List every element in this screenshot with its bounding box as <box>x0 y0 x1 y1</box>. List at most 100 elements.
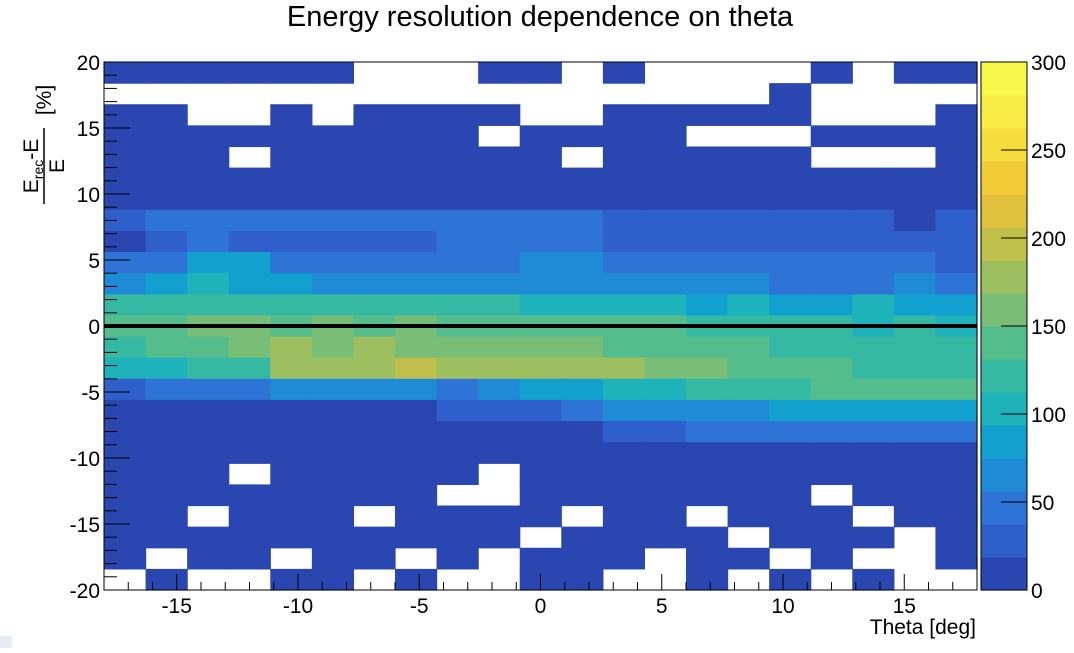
heatmap-cell <box>478 104 521 126</box>
heatmap-cell <box>644 421 687 443</box>
color-scale-segment <box>981 62 1027 96</box>
heatmap-cell <box>727 252 770 274</box>
heatmap-cell <box>935 252 978 274</box>
heatmap-cell <box>769 526 812 549</box>
heatmap-cell <box>519 336 562 359</box>
heatmap-cell <box>852 357 895 380</box>
heatmap-cell <box>686 188 729 211</box>
heatmap-cell <box>436 294 479 317</box>
heatmap-cell <box>686 209 729 232</box>
heatmap-cell <box>686 146 729 169</box>
heatmap-cell <box>810 357 853 380</box>
heatmap-cell <box>228 526 271 549</box>
heatmap-cell <box>561 230 604 253</box>
heatmap-cell <box>686 378 729 401</box>
heatmap-cell <box>145 167 188 190</box>
heatmap-cell <box>561 484 604 507</box>
heatmap-cell <box>893 62 937 84</box>
heatmap-cell <box>810 421 853 443</box>
heatmap-cell <box>187 442 230 464</box>
heatmap-cell <box>145 526 188 549</box>
heatmap-cell <box>436 188 479 211</box>
heatmap-cell <box>727 505 770 528</box>
heatmap-cell <box>769 421 812 443</box>
heatmap-cell <box>104 273 147 295</box>
heatmap-cell <box>769 505 812 528</box>
heatmap-cell <box>644 505 687 528</box>
heatmap-cell <box>852 252 895 274</box>
y-tick-label: 5 <box>88 250 100 273</box>
heatmap-cell <box>769 568 812 591</box>
heatmap-cell <box>935 547 978 570</box>
heatmap-cell <box>145 294 188 317</box>
heatmap-cell <box>810 167 853 190</box>
heatmap-cell <box>145 209 188 232</box>
heatmap-cell <box>935 357 978 380</box>
heatmap-cell <box>561 526 604 549</box>
heatmap-cell <box>478 294 521 317</box>
heatmap-cell <box>852 336 895 359</box>
heatmap-cell <box>395 104 438 126</box>
heatmap-cell <box>270 484 313 507</box>
heatmap-cell <box>228 188 271 211</box>
heatmap-cell <box>478 252 521 274</box>
heatmap-cell <box>353 294 396 317</box>
heatmap-cell <box>104 230 147 253</box>
heatmap-cell <box>852 484 895 507</box>
heatmap-cell <box>395 568 438 591</box>
heatmap-cell <box>727 230 770 253</box>
heatmap-cell <box>519 399 562 422</box>
heatmap-cell <box>187 357 230 380</box>
heatmap-cell <box>852 273 895 295</box>
heatmap-cell <box>436 230 479 253</box>
heatmap-cell <box>935 146 978 169</box>
heatmap-cell <box>145 188 188 211</box>
color-scale-segment <box>981 161 1027 195</box>
z-tick-label: 100 <box>1031 404 1066 427</box>
heatmap-cell <box>935 421 978 443</box>
heatmap-cell <box>810 505 853 528</box>
heatmap-cell <box>602 378 646 401</box>
color-scale-bar <box>981 62 1027 591</box>
heatmap-cell <box>935 273 978 295</box>
heatmap-cell <box>270 188 313 211</box>
heatmap-cell <box>395 294 438 317</box>
heatmap-cell <box>228 357 271 380</box>
heatmap-cell <box>311 125 355 148</box>
heatmap-cell <box>769 146 812 169</box>
heatmap-cell <box>270 505 313 528</box>
y-tick-label: -20 <box>70 580 100 603</box>
heatmap-cell <box>436 505 479 528</box>
heatmap-cell <box>270 294 313 317</box>
heatmap-cell <box>104 484 147 507</box>
heatmap-cell <box>395 505 438 528</box>
heatmap-cell <box>228 442 271 464</box>
heatmap-cell <box>686 252 729 274</box>
z-tick-label: 250 <box>1031 140 1066 163</box>
heatmap-cell <box>602 547 646 570</box>
y-tick-label: 15 <box>77 118 100 141</box>
heatmap-cell <box>644 230 687 253</box>
x-axis-label: Theta [deg] <box>870 616 976 639</box>
heatmap-cell <box>104 442 147 464</box>
heatmap-cell <box>810 252 853 274</box>
heatmap-cell <box>228 421 271 443</box>
heatmap-cell <box>519 378 562 401</box>
heatmap-cell <box>519 357 562 380</box>
heatmap-cell <box>935 294 978 317</box>
heatmap-cell <box>602 104 646 126</box>
heatmap-cell <box>478 378 521 401</box>
heatmap-cell <box>935 167 978 190</box>
heatmap-cell <box>270 209 313 232</box>
heatmap-cell <box>686 399 729 422</box>
heatmap-cell <box>686 104 729 126</box>
heatmap-cell <box>311 378 355 401</box>
heatmap-cell <box>478 421 521 443</box>
heatmap-cell <box>893 484 937 507</box>
heatmap-cell <box>561 209 604 232</box>
heatmap-cell <box>104 378 147 401</box>
heatmap-cell <box>478 230 521 253</box>
x-tick-label: 15 <box>893 595 916 618</box>
heatmap-cell <box>436 209 479 232</box>
